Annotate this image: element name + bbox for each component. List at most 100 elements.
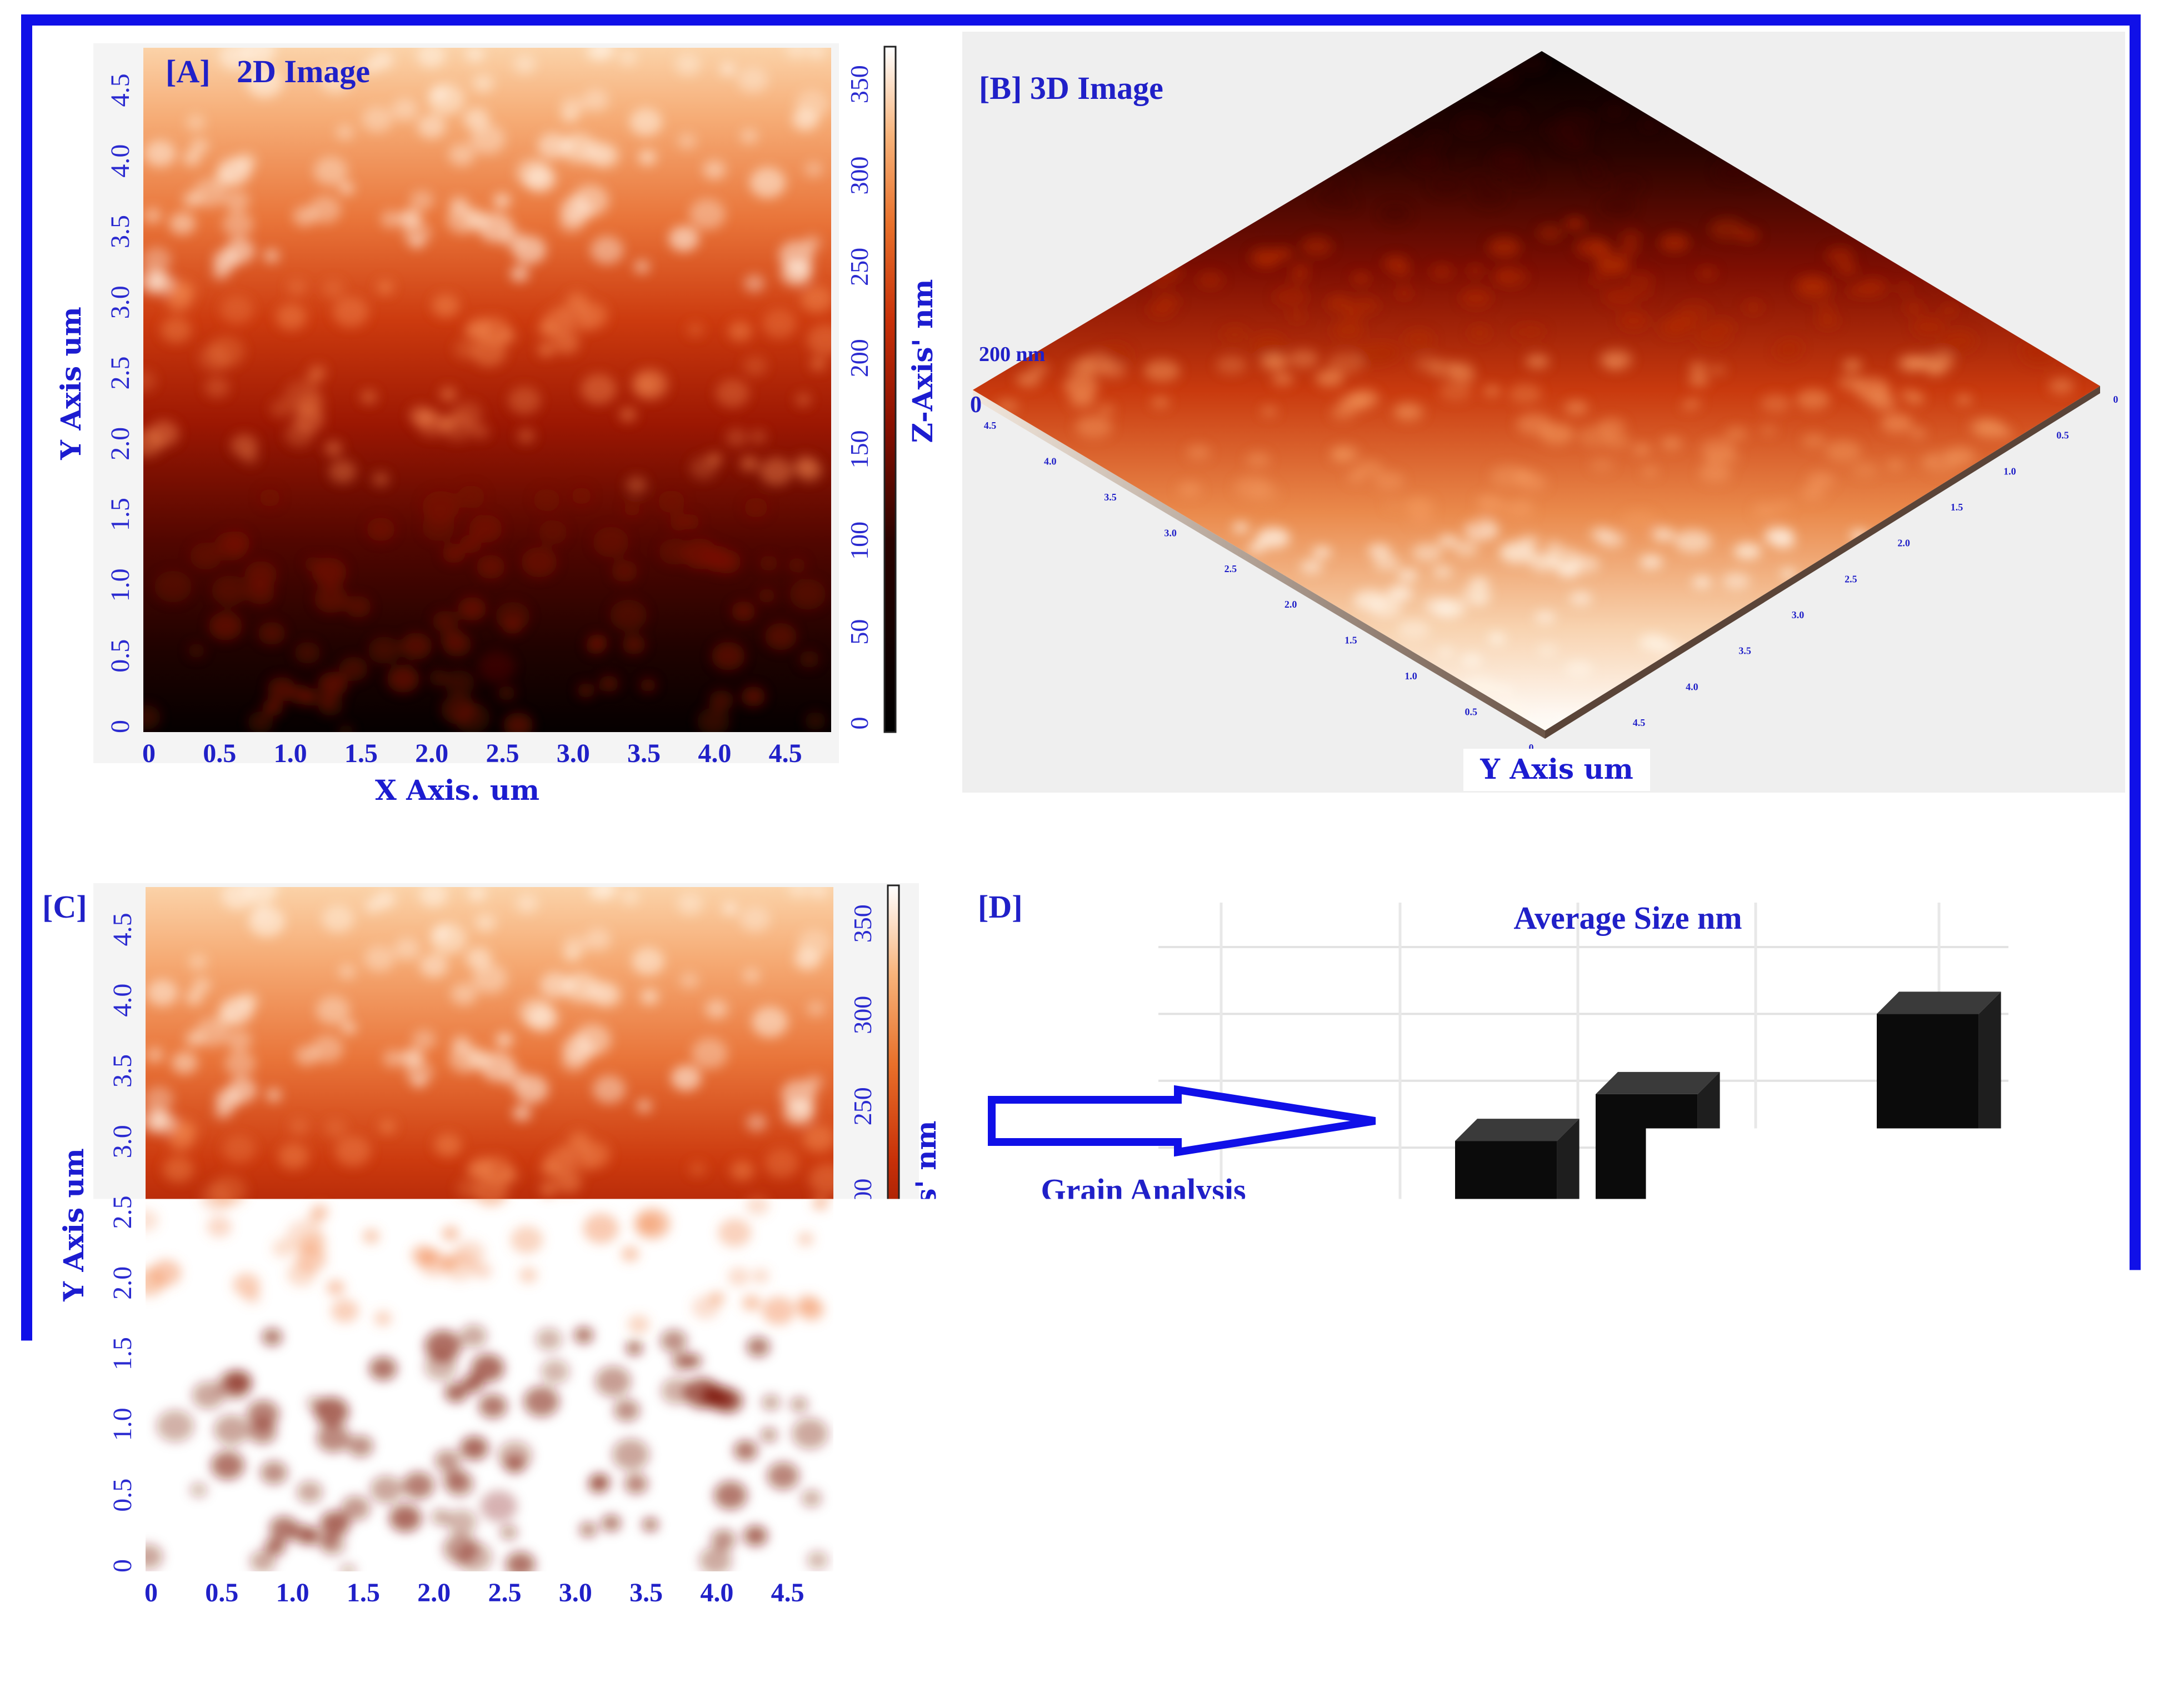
- grain-blob: [744, 498, 768, 518]
- grain-blob-3d: [1440, 381, 1472, 401]
- grain-blob: [260, 1461, 287, 1484]
- grain-blob: [262, 1328, 282, 1346]
- grain-blob: [595, 1366, 631, 1396]
- grain-blob-3d: [1326, 295, 1353, 312]
- grain-blob: [626, 476, 647, 494]
- grain-blob-3d: [1602, 104, 1626, 118]
- grain-blob: [697, 708, 729, 735]
- grain-blob: [733, 1440, 757, 1461]
- grain-blob-3d: [1248, 542, 1266, 553]
- grain-blob: [333, 297, 368, 328]
- grain-blob-3d: [1909, 428, 1926, 438]
- grain-blob: [183, 192, 202, 208]
- grain-blob: [314, 585, 348, 613]
- edge-tick-left-3d: 4.0: [1044, 455, 1057, 467]
- grain-blob: [689, 1161, 706, 1176]
- grain-blob-3d: [1590, 457, 1615, 472]
- grain-blob: [812, 1196, 828, 1210]
- grain-blob: [460, 1325, 487, 1348]
- grain-blob: [619, 50, 637, 66]
- edge-tick-right-3d: 1.5: [1951, 502, 1963, 513]
- grain-blob-3d: [1616, 177, 1642, 193]
- grain-blob-3d: [1508, 170, 1537, 188]
- grain-blob-3d: [1734, 543, 1761, 559]
- edge-tick-right-3d: 4.5: [1633, 717, 1646, 728]
- colorbar-tick-label: 0: [848, 1557, 877, 1570]
- grain-blob-3d: [1476, 495, 1498, 508]
- grain-blob-3d: [1258, 354, 1286, 371]
- grain-blob-3d: [1632, 444, 1651, 455]
- grain-blob-3d: [1148, 302, 1173, 318]
- grain-blob-3d: [1144, 360, 1180, 382]
- grain-blob: [762, 309, 796, 338]
- grain-blob: [536, 1328, 562, 1351]
- grain-blob: [687, 322, 704, 337]
- grain-blob: [171, 1051, 198, 1074]
- grain-blob: [516, 894, 538, 913]
- grain-blob-3d: [1352, 273, 1370, 284]
- grain-blob-3d: [1697, 267, 1717, 279]
- x-tick-label: 4.5: [771, 1578, 804, 1607]
- grain-blob-3d: [1328, 353, 1363, 374]
- grain-blob-3d: [1468, 520, 1484, 530]
- y-tick-label: 1.0: [108, 1408, 137, 1441]
- grain-blob: [746, 1114, 767, 1131]
- grain-blob-3d: [1332, 320, 1365, 340]
- grain-blob-3d: [1312, 546, 1332, 558]
- grain-blob-3d: [1725, 427, 1748, 441]
- grain-blob: [743, 1526, 767, 1546]
- grain-blob-3d: [1619, 312, 1648, 330]
- grain-blob-3d: [1825, 440, 1861, 462]
- grain-blob: [444, 670, 474, 695]
- grain-blob-3d: [1329, 176, 1352, 190]
- grain-blob: [190, 1482, 207, 1497]
- grain-blob-3d: [1923, 348, 1941, 358]
- grain-blob: [209, 612, 242, 640]
- colorbar-title-c: Z-Axis' nm: [909, 1121, 942, 1285]
- grain-blob: [293, 206, 317, 226]
- bar-side: [1417, 1253, 1439, 1482]
- grain-blob-3d: [1197, 272, 1224, 288]
- grain-blob: [163, 1156, 193, 1182]
- grain-blob: [338, 964, 356, 979]
- grain-blob-3d: [1760, 425, 1777, 435]
- grain-blob-3d: [1273, 248, 1293, 261]
- grain-blob: [511, 1226, 543, 1254]
- grain-blob: [412, 1029, 436, 1050]
- grain-blob-3d: [1688, 374, 1709, 387]
- y-tick-label: 2.0: [108, 1266, 137, 1300]
- chart-x-ticks: 0 100 150 200 250: [1215, 1510, 1965, 1545]
- bar-2: [1315, 1253, 1439, 1482]
- grain-blob-3d: [1642, 467, 1658, 477]
- grain-blob-3d: [1620, 231, 1642, 244]
- grain-blob: [622, 634, 646, 654]
- grain-blob: [801, 285, 833, 312]
- grain-blob: [798, 1299, 824, 1321]
- grain-blob-3d: [1622, 510, 1657, 533]
- grain-blob: [447, 1509, 477, 1535]
- grain-blob-3d: [1588, 242, 1613, 257]
- grain-blob-3d: [1453, 114, 1489, 136]
- grain-blob: [143, 208, 162, 223]
- grain-blob: [709, 1291, 725, 1305]
- grain-blob: [788, 879, 811, 898]
- grain-blob-3d: [1652, 528, 1675, 542]
- grain-blob-3d: [1660, 234, 1690, 252]
- bar-4: [1596, 1072, 1720, 1482]
- grain-blob-3d: [1817, 302, 1834, 312]
- bar-front: [1877, 1014, 1979, 1482]
- bar-front: [1455, 1141, 1557, 1482]
- grain-blob: [326, 1280, 344, 1295]
- grain-blob: [714, 1481, 747, 1510]
- x-tick-label: 1.0: [276, 1578, 309, 1607]
- grain-blob-3d: [1469, 577, 1490, 589]
- grain-blob-3d: [1525, 354, 1549, 369]
- grain-blob: [807, 1001, 825, 1016]
- panel-a-2d-image: [A] 2D Image 0 0.5 1.0 1.5 2.0 2.5 3.0 3.5 4.0 4.…: [54, 35, 939, 807]
- grain-blob-3d: [1216, 355, 1247, 374]
- grain-blob: [362, 1229, 379, 1244]
- y-tick-label: 4.5: [106, 73, 135, 107]
- bar-6: [1877, 991, 2001, 1482]
- edge-tick-right-3d: 0: [2113, 394, 2118, 405]
- grain-blob-3d: [1331, 405, 1355, 420]
